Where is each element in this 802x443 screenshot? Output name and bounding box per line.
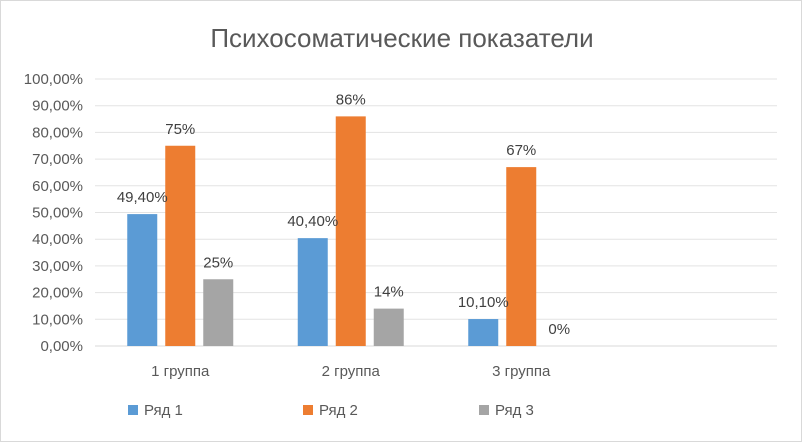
data-label: 10,10% (458, 294, 509, 311)
data-label: 0% (548, 321, 570, 338)
y-tick-label: 60,00% (32, 178, 83, 195)
legend: Ряд 1 Ряд 2 Ряд 3 (128, 402, 534, 419)
y-tick-label: 20,00% (32, 285, 83, 302)
bars (127, 116, 537, 346)
y-tick-label: 90,00% (32, 98, 83, 115)
x-category-label: 2 группа (322, 363, 381, 380)
y-tick-label: 100,00% (24, 71, 83, 88)
bar (506, 167, 537, 346)
legend-label: Ряд 3 (495, 402, 534, 419)
data-labels: 49,40% 75% 25% 40,40% 86% 14% 10,10% 67% 0% (117, 91, 570, 338)
data-label: 49,40% (117, 189, 168, 206)
x-category-label: 3 группа (492, 363, 551, 380)
legend-label: Ряд 2 (319, 402, 358, 419)
y-tick-label: 50,00% (32, 205, 83, 222)
gridlines (95, 78, 777, 347)
y-tick-label: 10,00% (32, 311, 83, 328)
y-tick-label: 0,00% (40, 338, 83, 355)
bar (468, 319, 499, 346)
data-label: 75% (165, 121, 195, 138)
chart-title: Психосоматические показатели (210, 23, 593, 53)
legend-swatch (128, 405, 138, 415)
data-label: 14% (374, 284, 404, 301)
bar (203, 279, 234, 346)
bar (373, 308, 404, 346)
data-label: 67% (506, 142, 536, 159)
y-tick-label: 40,00% (32, 231, 83, 248)
legend-swatch (303, 405, 313, 415)
bar (335, 116, 366, 346)
legend-swatch (479, 405, 489, 415)
y-tick-label: 80,00% (32, 124, 83, 141)
data-label: 25% (203, 254, 233, 271)
y-axis: 0,00% 10,00% 20,00% 30,00% 40,00% 50,00% 60,00… (24, 71, 83, 355)
data-label: 40,40% (287, 213, 338, 230)
bar (165, 145, 196, 346)
x-category-label: 1 группа (151, 363, 210, 380)
bar (297, 238, 328, 346)
legend-label: Ряд 1 (144, 402, 183, 419)
y-tick-label: 30,00% (32, 258, 83, 275)
data-label: 86% (336, 91, 366, 108)
x-axis: 1 группа 2 группа 3 группа (151, 363, 551, 380)
y-tick-label: 70,00% (32, 151, 83, 168)
bar (127, 214, 158, 346)
